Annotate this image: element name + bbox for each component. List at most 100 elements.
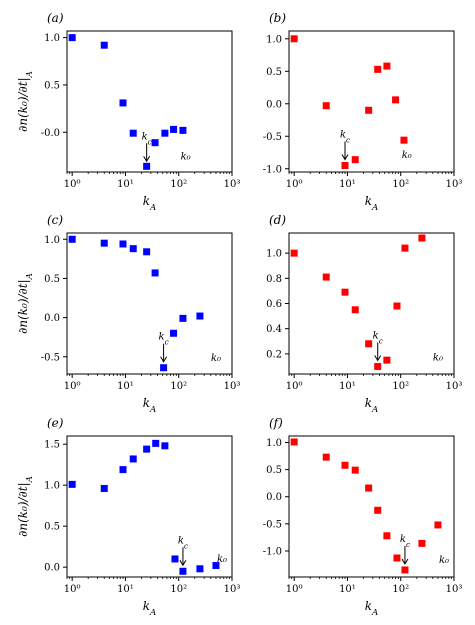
arrow-head	[160, 356, 168, 363]
x-tick-label: 10³	[446, 381, 463, 392]
y-tick-label: 1.0	[44, 235, 60, 246]
panel-c: (c) 10⁰ 10¹ 10² 10³ -0.5 0.0 0.5 1.0 kA ∂n(k₀)/∂t|…	[16, 213, 240, 415]
data-point	[212, 562, 220, 570]
y-tick-label: 0.6	[266, 299, 282, 310]
data-point	[418, 539, 426, 547]
plot-frame	[66, 232, 233, 375]
y-tick-label: -0.5	[263, 132, 282, 143]
x-axis-label: kA	[365, 599, 379, 618]
data-point	[100, 484, 108, 492]
panel-label: (e)	[47, 416, 64, 430]
x-tick-label: 10²	[392, 381, 409, 392]
data-point	[170, 329, 178, 337]
x-tick-label: 10²	[170, 584, 187, 595]
x-tick-label: 10³	[446, 179, 463, 190]
plot-frame	[288, 30, 455, 173]
y-tick-label: 0.5	[266, 67, 282, 78]
data-point	[383, 356, 391, 364]
data-point	[170, 125, 178, 133]
data-point	[129, 245, 137, 253]
data-point	[179, 126, 187, 134]
x-tick-label: 10¹	[339, 179, 356, 190]
x-tick-label: 10¹	[339, 584, 356, 595]
panel-label: (b)	[269, 11, 286, 25]
panel-label: (c)	[47, 213, 63, 227]
data-point	[322, 273, 330, 281]
annotation-kc: kc	[400, 534, 410, 549]
data-point	[179, 567, 187, 575]
data-point	[68, 34, 76, 42]
data-point	[129, 455, 137, 463]
y-tick-label: 1.5	[44, 440, 60, 451]
data-point	[143, 248, 151, 256]
x-tick-label: 10³	[224, 584, 241, 595]
y-tick-label: 1.0	[266, 249, 282, 260]
data-point	[151, 269, 159, 277]
data-point	[152, 439, 160, 447]
annotation-kc: kc	[340, 130, 350, 145]
y-tick-label: 1.0	[44, 481, 60, 492]
panel-a: (a) 10⁰ 10¹ 10² 10³ -0.0 0.5 1.0 kA ∂n(k₀)/∂t|A kc…	[16, 11, 240, 213]
data-point	[341, 162, 349, 170]
x-tick-label: 10¹	[117, 381, 134, 392]
data-point	[365, 484, 373, 492]
y-tick-label: -0.0	[41, 128, 60, 139]
y-tick-label: 0.5	[44, 80, 60, 91]
y-tick-label: 0.2	[266, 349, 282, 360]
data-point	[196, 565, 204, 573]
plot-frame	[66, 435, 233, 578]
data-point	[351, 466, 359, 474]
data-point	[151, 139, 159, 147]
data-point	[161, 442, 169, 450]
x-tick-label: 10⁰	[286, 584, 303, 595]
x-tick-label: 10²	[170, 179, 187, 190]
y-tick-label: 0.5	[266, 465, 282, 476]
x-tick-label: 10³	[224, 381, 241, 392]
panel-d: (d) 10⁰ 10¹ 10² 10³ 0.2 0.4 0.6 0.8 1.0 kA kc k₀	[266, 213, 462, 415]
data-point	[418, 234, 426, 242]
data-point	[290, 249, 298, 257]
x-tick-label: 10³	[224, 179, 241, 190]
arrow-head	[374, 355, 382, 362]
x-tick-label: 10⁰	[286, 381, 303, 392]
y-axis-label: ∂n(k₀)/∂t|A	[16, 476, 35, 537]
data-point	[100, 239, 108, 247]
data-point	[393, 302, 401, 310]
x-tick-label: 10²	[392, 179, 409, 190]
x-axis-label: kA	[143, 396, 157, 415]
x-axis-label: kA	[143, 599, 157, 618]
data-point	[434, 521, 442, 529]
y-tick-label: 0.5	[44, 522, 60, 533]
y-tick-label: 0.5	[44, 274, 60, 285]
arrow-head	[341, 154, 349, 161]
arrow-head	[143, 156, 151, 163]
data-point	[322, 102, 330, 110]
x-tick-label: 10³	[446, 584, 463, 595]
x-tick-label: 10⁰	[286, 179, 303, 190]
data-point	[129, 129, 137, 137]
data-point	[393, 554, 401, 562]
panel-label: (d)	[269, 213, 286, 227]
y-tick-label: -0.5	[41, 352, 60, 363]
data-point	[143, 162, 151, 170]
panel-label: (f)	[269, 416, 283, 430]
data-point	[160, 364, 168, 372]
annotation-k0: k₀	[181, 151, 191, 162]
y-tick-label: 1.0	[266, 34, 282, 45]
data-point	[68, 480, 76, 488]
y-axis-label: ∂n(k₀)/∂t|A	[16, 71, 35, 132]
data-point	[374, 362, 382, 370]
y-tick-label: 0.4	[266, 324, 282, 335]
annotation-k0: k₀	[433, 352, 443, 363]
data-point	[143, 445, 151, 453]
annotation-k0: k₀	[439, 555, 449, 566]
data-point	[171, 555, 179, 563]
y-tick-label: 0.0	[44, 313, 60, 324]
data-point	[119, 466, 127, 474]
x-axis-label: kA	[365, 396, 379, 415]
y-tick-label: 1.0	[266, 438, 282, 449]
x-axis-label: kA	[143, 194, 157, 213]
data-point	[401, 566, 409, 574]
data-point	[341, 288, 349, 296]
